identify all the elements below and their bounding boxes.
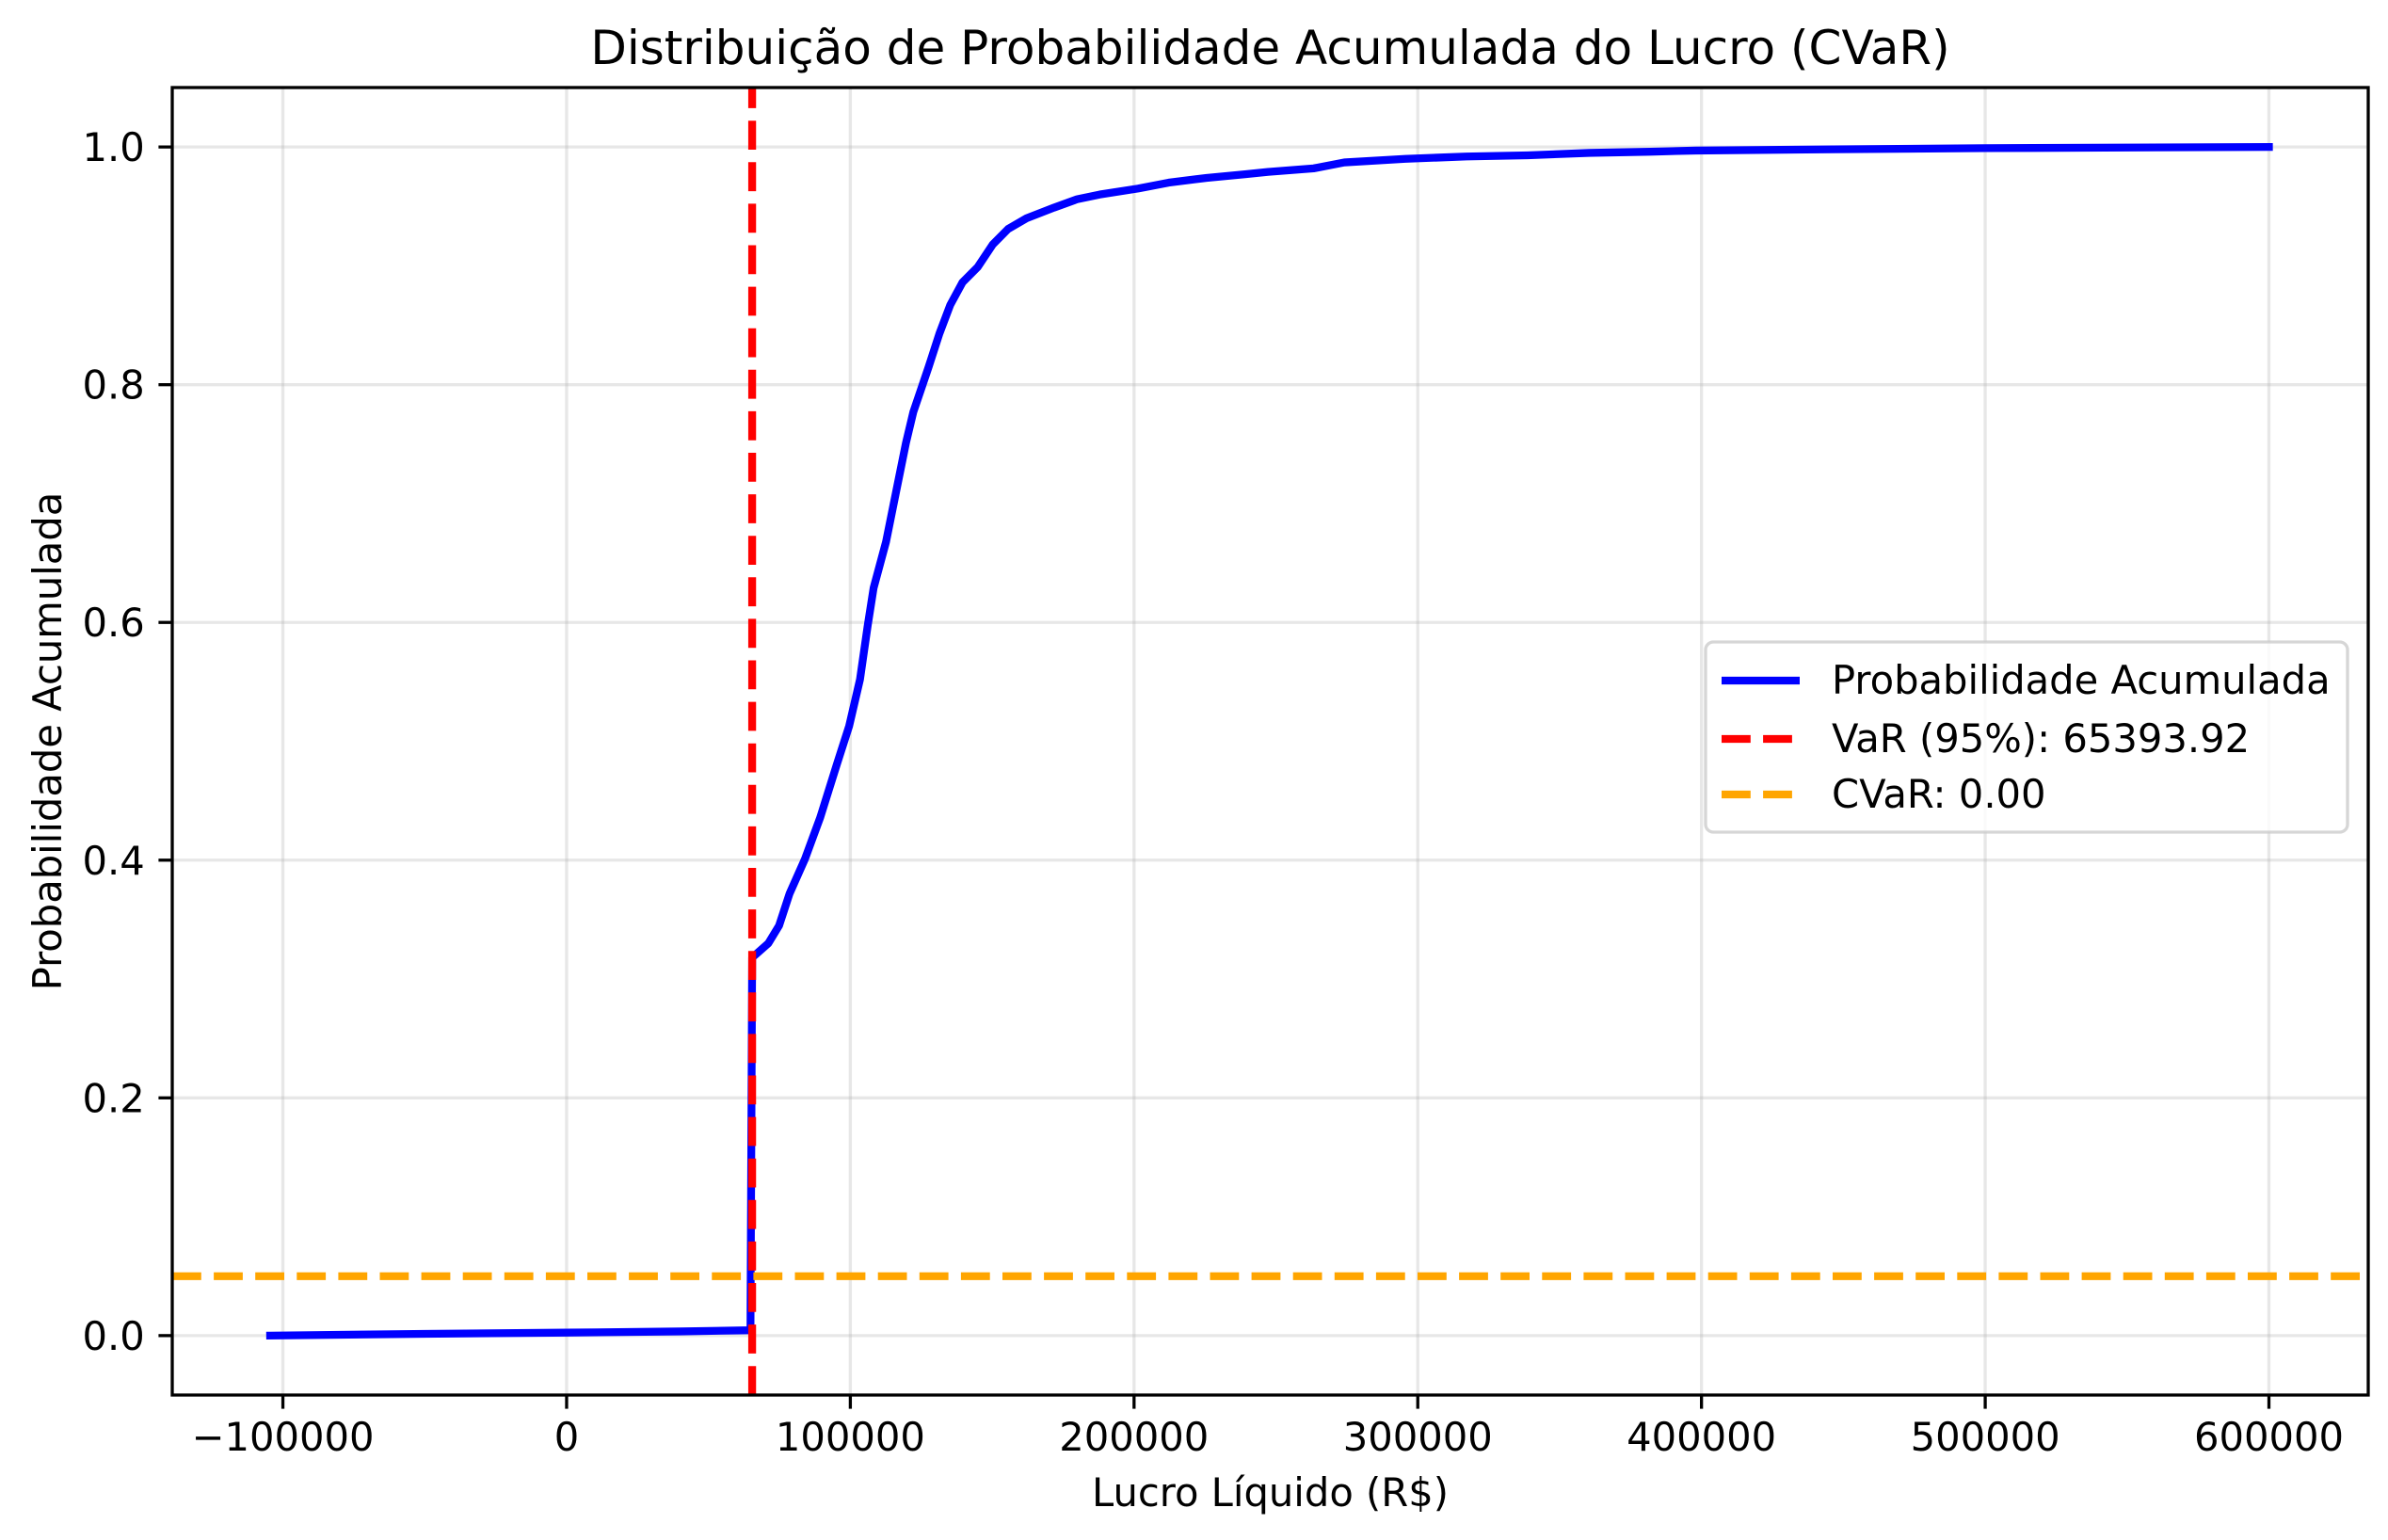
x-tick-label: 100000 <box>776 1414 925 1460</box>
y-tick-label: 0.4 <box>83 838 145 884</box>
legend-frame <box>1704 640 2349 834</box>
y-tick-label: 0.0 <box>83 1313 145 1359</box>
x-tick-label: −100000 <box>192 1414 375 1460</box>
legend-label-cvar: CVaR: 0.00 <box>1832 771 2046 817</box>
y-tick-label: 0.8 <box>83 362 145 409</box>
x-tick-label: 0 <box>554 1414 580 1460</box>
legend: Probabilidade Acumulada VaR (95%): 65393… <box>1704 640 2349 834</box>
x-tick-label: 400000 <box>1627 1414 1776 1460</box>
x-tick-label: 500000 <box>1911 1414 2060 1460</box>
y-tick-label: 0.6 <box>83 600 145 646</box>
cdf-series-line <box>265 142 2273 1340</box>
y-axis-label: Probabilidade Acumulada <box>24 492 71 991</box>
chart-title: Distribuição de Probabilidade Acumulada … <box>590 21 1949 75</box>
y-axis: 0.0 0.2 0.4 0.6 0.8 1.0 <box>83 124 172 1359</box>
legend-label-var: VaR (95%): 65393.92 <box>1832 715 2250 762</box>
x-tick-label: 300000 <box>1343 1414 1493 1460</box>
y-tick-label: 0.2 <box>83 1075 145 1121</box>
x-tick-label: 600000 <box>2194 1414 2344 1460</box>
x-tick-label: 200000 <box>1059 1414 1209 1460</box>
axes-frame <box>170 86 2370 1397</box>
x-axis: −100000 0 100000 200000 300000 400000 500000 60… <box>192 1395 2344 1460</box>
legend-label-probabilidade-acumulada: Probabilidade Acumulada <box>1832 657 2331 703</box>
y-tick-label: 1.0 <box>83 124 145 170</box>
series-layer <box>265 142 2273 1340</box>
x-axis-label: Lucro Líquido (R$) <box>1092 1469 1449 1516</box>
reference-lines <box>172 88 2368 1395</box>
